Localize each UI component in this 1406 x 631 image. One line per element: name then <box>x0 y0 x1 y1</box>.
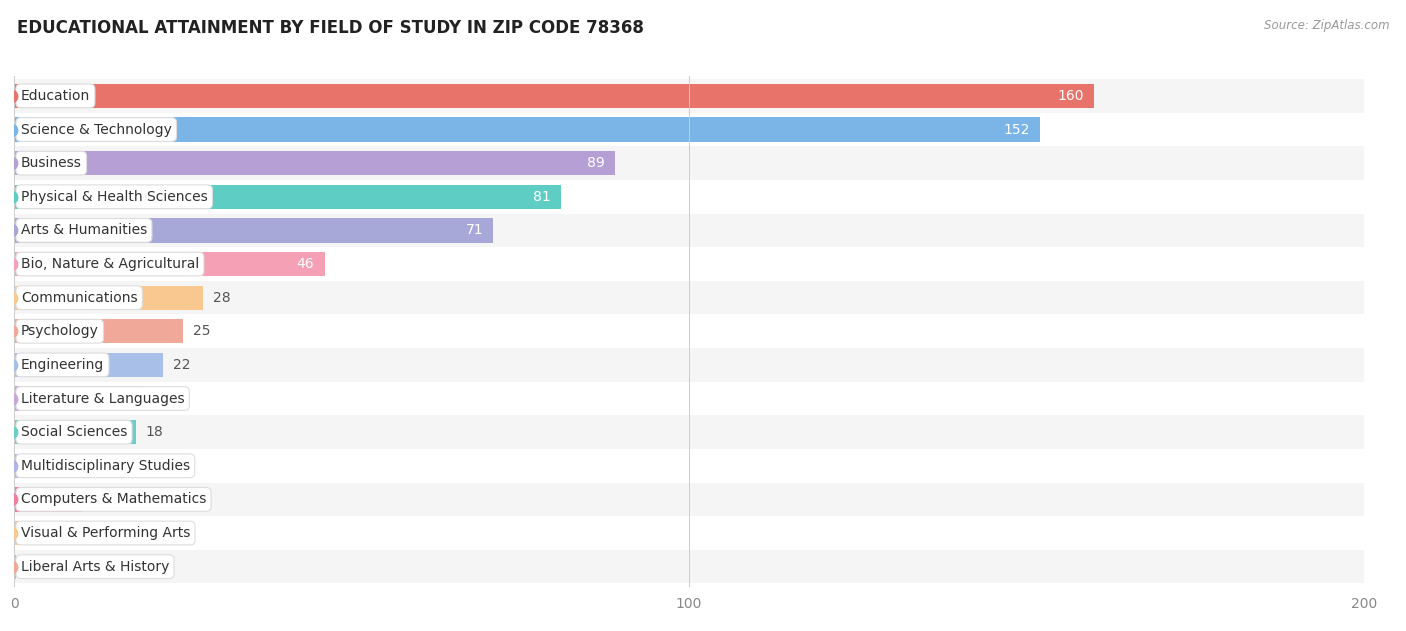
Bar <box>0 314 1406 348</box>
Bar <box>0 113 1406 146</box>
Text: Business: Business <box>21 156 82 170</box>
Text: Psychology: Psychology <box>21 324 98 338</box>
Bar <box>14 84 1094 108</box>
Text: 25: 25 <box>193 324 211 338</box>
Bar <box>0 146 1406 180</box>
Bar <box>14 454 122 478</box>
Bar <box>14 319 183 343</box>
Text: 89: 89 <box>586 156 605 170</box>
Bar <box>0 550 1406 584</box>
Bar <box>0 281 1406 314</box>
Bar <box>14 252 325 276</box>
Bar <box>0 213 1406 247</box>
Text: 46: 46 <box>297 257 315 271</box>
Text: Visual & Performing Arts: Visual & Performing Arts <box>21 526 190 540</box>
Text: Bio, Nature & Agricultural: Bio, Nature & Agricultural <box>21 257 200 271</box>
Bar <box>14 353 163 377</box>
Text: Source: ZipAtlas.com: Source: ZipAtlas.com <box>1264 19 1389 32</box>
Bar <box>14 151 614 175</box>
Bar <box>14 555 15 579</box>
Bar <box>0 449 1406 483</box>
Bar <box>0 415 1406 449</box>
Bar <box>0 348 1406 382</box>
Text: Physical & Health Sciences: Physical & Health Sciences <box>21 190 208 204</box>
Text: Literature & Languages: Literature & Languages <box>21 391 184 406</box>
Text: 0: 0 <box>27 560 35 574</box>
Bar <box>0 483 1406 516</box>
Text: Communications: Communications <box>21 291 138 305</box>
Bar <box>14 487 82 512</box>
Text: 10: 10 <box>91 492 110 507</box>
Bar <box>0 516 1406 550</box>
Text: Computers & Mathematics: Computers & Mathematics <box>21 492 207 507</box>
Bar <box>0 247 1406 281</box>
Text: 152: 152 <box>1004 122 1029 136</box>
Bar <box>14 286 202 310</box>
Text: Education: Education <box>21 89 90 103</box>
Text: 28: 28 <box>214 291 231 305</box>
Text: Liberal Arts & History: Liberal Arts & History <box>21 560 169 574</box>
Bar <box>14 185 561 209</box>
Text: 22: 22 <box>173 358 190 372</box>
Bar <box>0 382 1406 415</box>
Text: Arts & Humanities: Arts & Humanities <box>21 223 148 237</box>
Text: Social Sciences: Social Sciences <box>21 425 127 439</box>
Text: Science & Technology: Science & Technology <box>21 122 172 136</box>
Text: 19: 19 <box>152 391 170 406</box>
Text: Multidisciplinary Studies: Multidisciplinary Studies <box>21 459 190 473</box>
Text: Engineering: Engineering <box>21 358 104 372</box>
Text: 16: 16 <box>132 459 150 473</box>
Text: EDUCATIONAL ATTAINMENT BY FIELD OF STUDY IN ZIP CODE 78368: EDUCATIONAL ATTAINMENT BY FIELD OF STUDY… <box>17 19 644 37</box>
Text: 81: 81 <box>533 190 551 204</box>
Bar <box>14 386 142 411</box>
Text: 18: 18 <box>146 425 163 439</box>
Text: 71: 71 <box>465 223 484 237</box>
Text: 1: 1 <box>31 526 39 540</box>
Bar <box>0 79 1406 113</box>
Bar <box>14 218 494 242</box>
Bar <box>0 180 1406 213</box>
Bar <box>14 117 1040 141</box>
Bar <box>14 420 135 444</box>
Text: 160: 160 <box>1057 89 1084 103</box>
Bar <box>14 521 21 545</box>
